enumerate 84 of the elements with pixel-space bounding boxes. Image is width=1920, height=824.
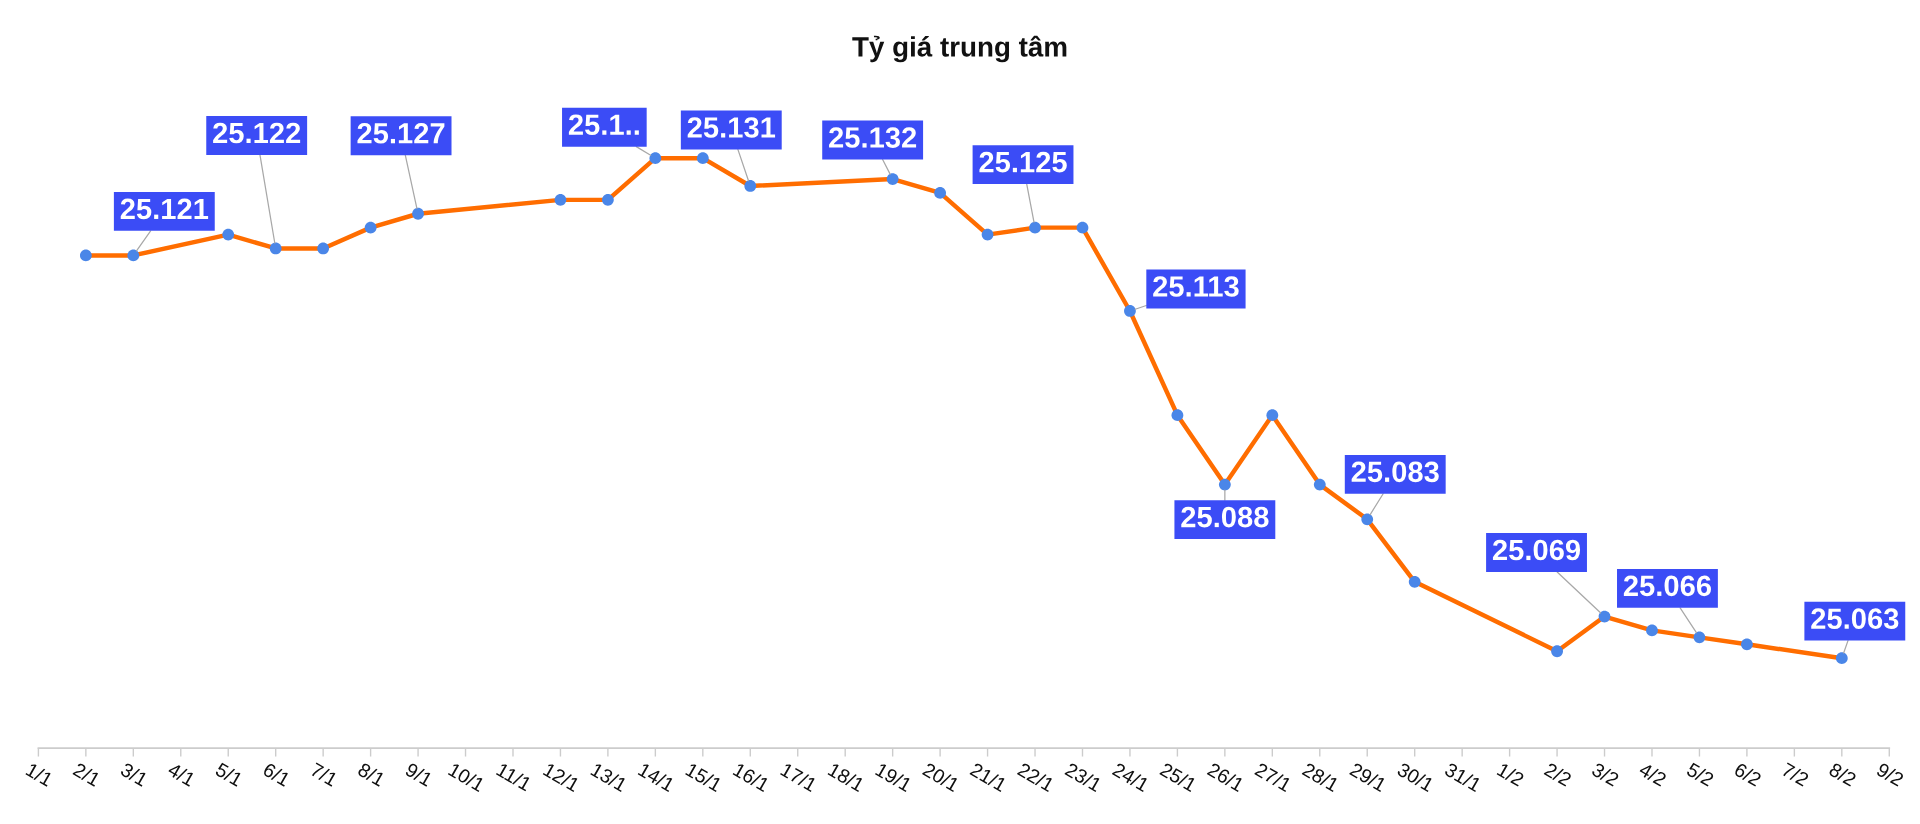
point: [1693, 631, 1706, 644]
x-tick-label: 29/1: [1349, 761, 1388, 793]
data-label: 25.1..: [568, 114, 639, 136]
x-tick-label: 7/1: [309, 761, 339, 787]
x-tick-label: 31/1: [1443, 761, 1483, 793]
point: [934, 187, 946, 199]
point: [364, 221, 377, 234]
point: [1124, 305, 1136, 317]
x-tick-label: 2/1: [72, 761, 102, 787]
x-tick-label: 30/1: [1396, 761, 1435, 793]
point: [696, 152, 709, 165]
x-tick-label: 8/1: [357, 761, 387, 787]
data-label: 25.083: [1351, 461, 1439, 483]
point: [269, 242, 282, 255]
point: [412, 207, 424, 220]
data-label: 25.113: [1153, 276, 1239, 297]
x-tick-label: 9/2: [1875, 761, 1905, 787]
x-tick-label: 22/1: [1016, 761, 1056, 793]
point: [1835, 652, 1848, 665]
point: [1551, 645, 1563, 658]
x-tick-label: 6/2: [1733, 761, 1763, 787]
x-tick-label: 18/1: [827, 762, 866, 793]
chart-title: Tỷ giá trung tâm: [852, 35, 1067, 63]
point: [1598, 610, 1611, 623]
x-tick-label: 4/1: [166, 761, 197, 787]
x-tick-label: 4/2: [1638, 761, 1668, 787]
x-tick-label: 15/1: [685, 762, 723, 793]
x-tick-label: 1/2: [1496, 762, 1525, 787]
x-tick-label: 17/1: [780, 762, 818, 793]
x-tick-label: 24/1: [1111, 761, 1151, 793]
data-label: 25.127: [357, 122, 445, 144]
point: [1218, 478, 1231, 491]
point: [1361, 513, 1374, 526]
point: [317, 242, 330, 255]
x-tick-label: 28/1: [1301, 761, 1340, 793]
point: [222, 228, 235, 241]
point: [1029, 221, 1041, 234]
data-label: 25.132: [829, 127, 917, 148]
point: [1408, 575, 1421, 588]
data-label: 25.125: [979, 151, 1067, 173]
x-tick-label: 8/2: [1828, 761, 1858, 787]
x-tick-label: 1/1: [25, 762, 54, 787]
point: [602, 193, 614, 206]
x-tick-label: 6/1: [262, 761, 292, 787]
x-tick-label: 19/1: [874, 762, 913, 793]
x-tick-label: 12/1: [542, 762, 581, 793]
data-label: 25.066: [1623, 575, 1711, 597]
x-tick-label: 11/1: [495, 762, 533, 792]
x-tick-label: 23/1: [1064, 761, 1103, 793]
data-label: 25.069: [1492, 539, 1581, 561]
data-label: 25.131: [687, 117, 776, 138]
x-tick-label: 13/1: [590, 762, 628, 793]
point: [554, 193, 567, 206]
x-tick-label: 2/2: [1543, 761, 1573, 787]
point: [1266, 409, 1279, 422]
point: [1646, 624, 1658, 637]
x-tick-label: 3/2: [1590, 761, 1620, 787]
data-label: 25.122: [213, 122, 301, 144]
x-tick-label: 10/1: [447, 762, 486, 793]
x-tick-label: 3/1: [119, 761, 149, 787]
point: [886, 173, 899, 185]
x-tick-label: 16/1: [732, 762, 771, 793]
data-label: 25.121: [120, 198, 209, 220]
point: [649, 152, 662, 165]
x-tick-label: 9/1: [404, 761, 434, 787]
point: [1741, 638, 1753, 651]
point: [981, 228, 994, 241]
x-tick-label: 7/2: [1780, 761, 1810, 787]
point: [1076, 221, 1089, 234]
point: [127, 249, 140, 262]
point: [744, 180, 757, 192]
data-label: 25.063: [1811, 608, 1899, 630]
x-tick-label: 14/1: [637, 762, 676, 793]
point: [1171, 409, 1184, 422]
point: [1313, 478, 1326, 491]
x-tick-label: 25/1: [1159, 761, 1198, 793]
x-tick-label: 5/2: [1685, 761, 1715, 787]
x-tick-label: 21/1: [969, 761, 1008, 793]
x-tick-label: 27/1: [1254, 761, 1293, 793]
x-tick-label: 20/1: [921, 761, 961, 793]
x-tick-label: 26/1: [1206, 761, 1245, 793]
data-label: 25.088: [1181, 506, 1269, 528]
x-tick-label: 5/1: [214, 761, 244, 787]
point: [79, 249, 92, 262]
